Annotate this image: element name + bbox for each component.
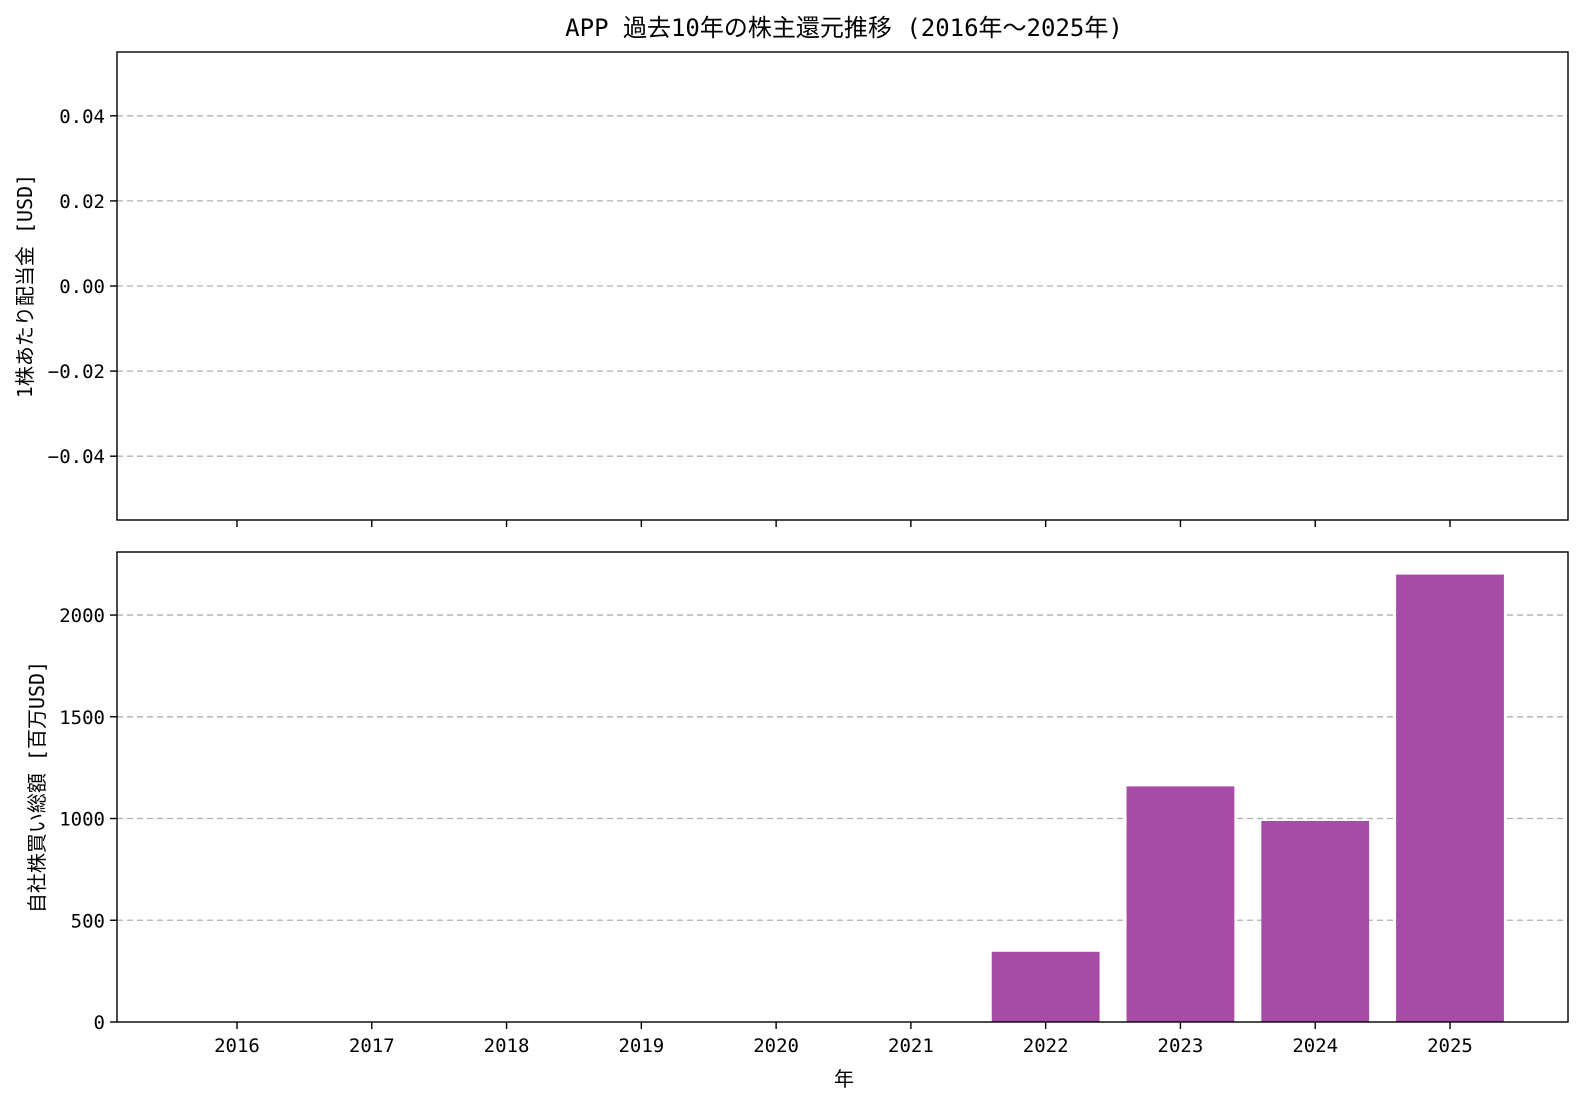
x-tick-label: 2021 bbox=[888, 1035, 934, 1057]
x-tick-label: 2023 bbox=[1158, 1035, 1204, 1057]
x-tick-label: 2019 bbox=[618, 1035, 664, 1057]
y-tick-label: 0.00 bbox=[59, 276, 105, 298]
y-tick-label: 1500 bbox=[59, 707, 105, 729]
x-tick-label: 2020 bbox=[753, 1035, 799, 1057]
chart-title: APP 過去10年の株主還元推移 (2016年〜2025年) bbox=[565, 14, 1123, 42]
plot-frame bbox=[116, 551, 1569, 1023]
y-axis-label: 1株あたり配当金 [USD] bbox=[13, 174, 37, 398]
y-tick-label: 0.04 bbox=[59, 106, 105, 128]
dividend-panel: −0.04 −0.02 0.00 0.02 0.04 1株あたり配当金 [USD] bbox=[13, 51, 1569, 527]
bar-2023 bbox=[1126, 786, 1235, 1022]
bar-2024 bbox=[1261, 820, 1370, 1022]
x-tick-label: 2025 bbox=[1427, 1035, 1473, 1057]
x-axis-label: 年 bbox=[834, 1067, 854, 1091]
x-tick-label: 2024 bbox=[1292, 1035, 1338, 1057]
y-tick-label: 500 bbox=[71, 910, 105, 932]
bar-2022 bbox=[991, 951, 1100, 1022]
y-tick-label: −0.04 bbox=[48, 446, 105, 468]
x-tick-label: 2016 bbox=[214, 1035, 260, 1057]
y-tick-label: 0 bbox=[94, 1012, 105, 1034]
y-tick-label: −0.02 bbox=[48, 361, 105, 383]
buyback-panel: 0 500 1000 1500 2000 2016 2017 2018 2019 2020 2021… bbox=[25, 551, 1569, 1057]
bar-2025 bbox=[1396, 574, 1504, 1022]
y-tick-label: 0.02 bbox=[59, 191, 105, 213]
x-tick-label: 2017 bbox=[349, 1035, 395, 1057]
x-tick-label: 2018 bbox=[484, 1035, 530, 1057]
plot-frame bbox=[116, 51, 1569, 521]
x-tick-label: 2022 bbox=[1023, 1035, 1069, 1057]
y-tick-label: 1000 bbox=[59, 809, 105, 831]
y-axis-label: 自社株買い総額 [百万USD] bbox=[25, 661, 49, 913]
y-tick-label: 2000 bbox=[59, 605, 105, 627]
